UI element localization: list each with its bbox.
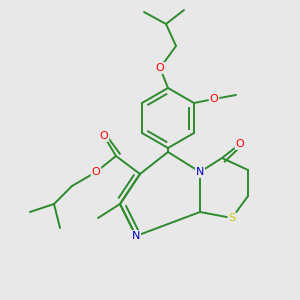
Text: S: S — [228, 213, 236, 223]
Text: O: O — [236, 139, 244, 149]
Text: O: O — [100, 131, 108, 141]
Text: O: O — [156, 63, 164, 73]
Text: N: N — [196, 167, 204, 177]
Text: O: O — [210, 94, 218, 104]
Text: N: N — [132, 231, 140, 241]
Text: O: O — [92, 167, 100, 177]
